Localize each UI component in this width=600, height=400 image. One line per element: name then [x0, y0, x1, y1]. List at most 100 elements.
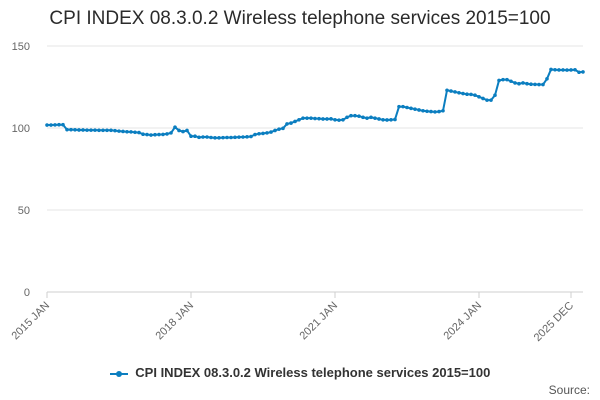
data-point: [101, 128, 105, 133]
data-point: [233, 135, 237, 140]
data-point: [377, 117, 381, 121]
data-point: [505, 77, 509, 82]
data-point: [397, 104, 401, 109]
data-point: [309, 116, 313, 120]
y-tick-label: 100: [12, 123, 30, 135]
data-point: [525, 81, 529, 86]
grid-lines: [47, 45, 583, 211]
data-point: [237, 135, 241, 139]
data-point: [165, 132, 169, 136]
data-point: [277, 127, 281, 131]
data-point: [393, 117, 397, 122]
data-point: [497, 78, 501, 83]
data-point: [341, 118, 345, 122]
data-point: [273, 128, 277, 133]
data-point: [93, 128, 97, 132]
data-point: [201, 135, 205, 139]
data-point: [49, 123, 53, 127]
series: [45, 67, 585, 140]
data-point: [61, 122, 65, 127]
data-point: [293, 119, 297, 124]
data-point: [157, 132, 161, 137]
data-point: [129, 130, 133, 134]
data-point: [105, 128, 109, 133]
data-point: [325, 117, 329, 121]
x-tick-label: 2025 DEC: [532, 300, 576, 344]
data-point: [569, 68, 573, 72]
data-point: [493, 93, 497, 97]
x-tick-label: 2015 JAN: [9, 300, 52, 343]
data-point: [65, 127, 69, 132]
data-point: [153, 132, 157, 137]
data-point: [409, 106, 413, 111]
data-point: [353, 113, 357, 118]
data-point: [297, 118, 301, 122]
data-point: [345, 115, 349, 120]
data-point: [417, 108, 421, 112]
data-point: [565, 68, 569, 72]
data-point: [441, 108, 445, 113]
data-point: [509, 79, 513, 84]
data-point: [317, 116, 321, 121]
data-point: [321, 117, 325, 121]
tick-labels: 0 50 100 150 2015 JAN 2018 JAN 2021 JAN 2024 JA…: [9, 41, 576, 344]
data-point: [461, 91, 465, 96]
data-point: [477, 95, 481, 99]
data-point: [181, 129, 185, 134]
data-point: [257, 131, 261, 136]
data-point: [437, 109, 441, 114]
x-tick-label: 2021 JAN: [297, 300, 340, 343]
data-point: [433, 110, 437, 114]
data-point: [557, 68, 561, 72]
data-point: [549, 67, 553, 72]
data-point: [405, 105, 409, 110]
data-point: [57, 122, 61, 127]
data-point: [465, 92, 469, 97]
data-point: [357, 114, 361, 118]
data-point: [473, 93, 477, 97]
data-point: [457, 90, 461, 95]
data-point: [365, 116, 369, 120]
data-point: [361, 115, 365, 120]
data-point: [529, 82, 533, 87]
data-point: [469, 92, 473, 97]
data-point: [225, 135, 229, 140]
data-point: [77, 128, 81, 132]
data-point: [485, 98, 489, 102]
data-point: [553, 67, 557, 72]
data-point: [285, 122, 289, 126]
data-point: [161, 132, 165, 137]
data-point: [169, 131, 173, 135]
data-point: [213, 136, 217, 140]
data-point: [173, 125, 177, 129]
data-point: [373, 116, 377, 120]
data-point: [545, 77, 549, 81]
data-point: [141, 132, 145, 137]
data-point: [381, 118, 385, 122]
legend[interactable]: CPI INDEX 08.3.0.2 Wireless telephone se…: [0, 365, 600, 380]
data-point: [81, 128, 85, 132]
data-point: [133, 130, 137, 135]
data-point: [205, 135, 209, 139]
data-point: [193, 134, 197, 138]
data-point: [85, 128, 89, 132]
y-tick-label: 150: [12, 41, 30, 53]
data-point: [113, 128, 117, 133]
data-point: [385, 118, 389, 122]
data-point: [453, 90, 457, 94]
legend-marker-icon: [109, 369, 128, 379]
data-point: [389, 118, 393, 122]
data-point: [69, 127, 73, 132]
data-point: [253, 132, 257, 137]
data-point: [149, 133, 153, 137]
data-point: [261, 131, 265, 136]
data-point: [333, 118, 337, 122]
legend-label: CPI INDEX 08.3.0.2 Wireless telephone se…: [135, 365, 491, 380]
data-point: [489, 98, 493, 102]
data-point: [209, 135, 213, 140]
data-point: [289, 121, 293, 125]
data-point: [97, 128, 101, 133]
data-point: [109, 128, 113, 133]
data-point: [329, 117, 333, 121]
